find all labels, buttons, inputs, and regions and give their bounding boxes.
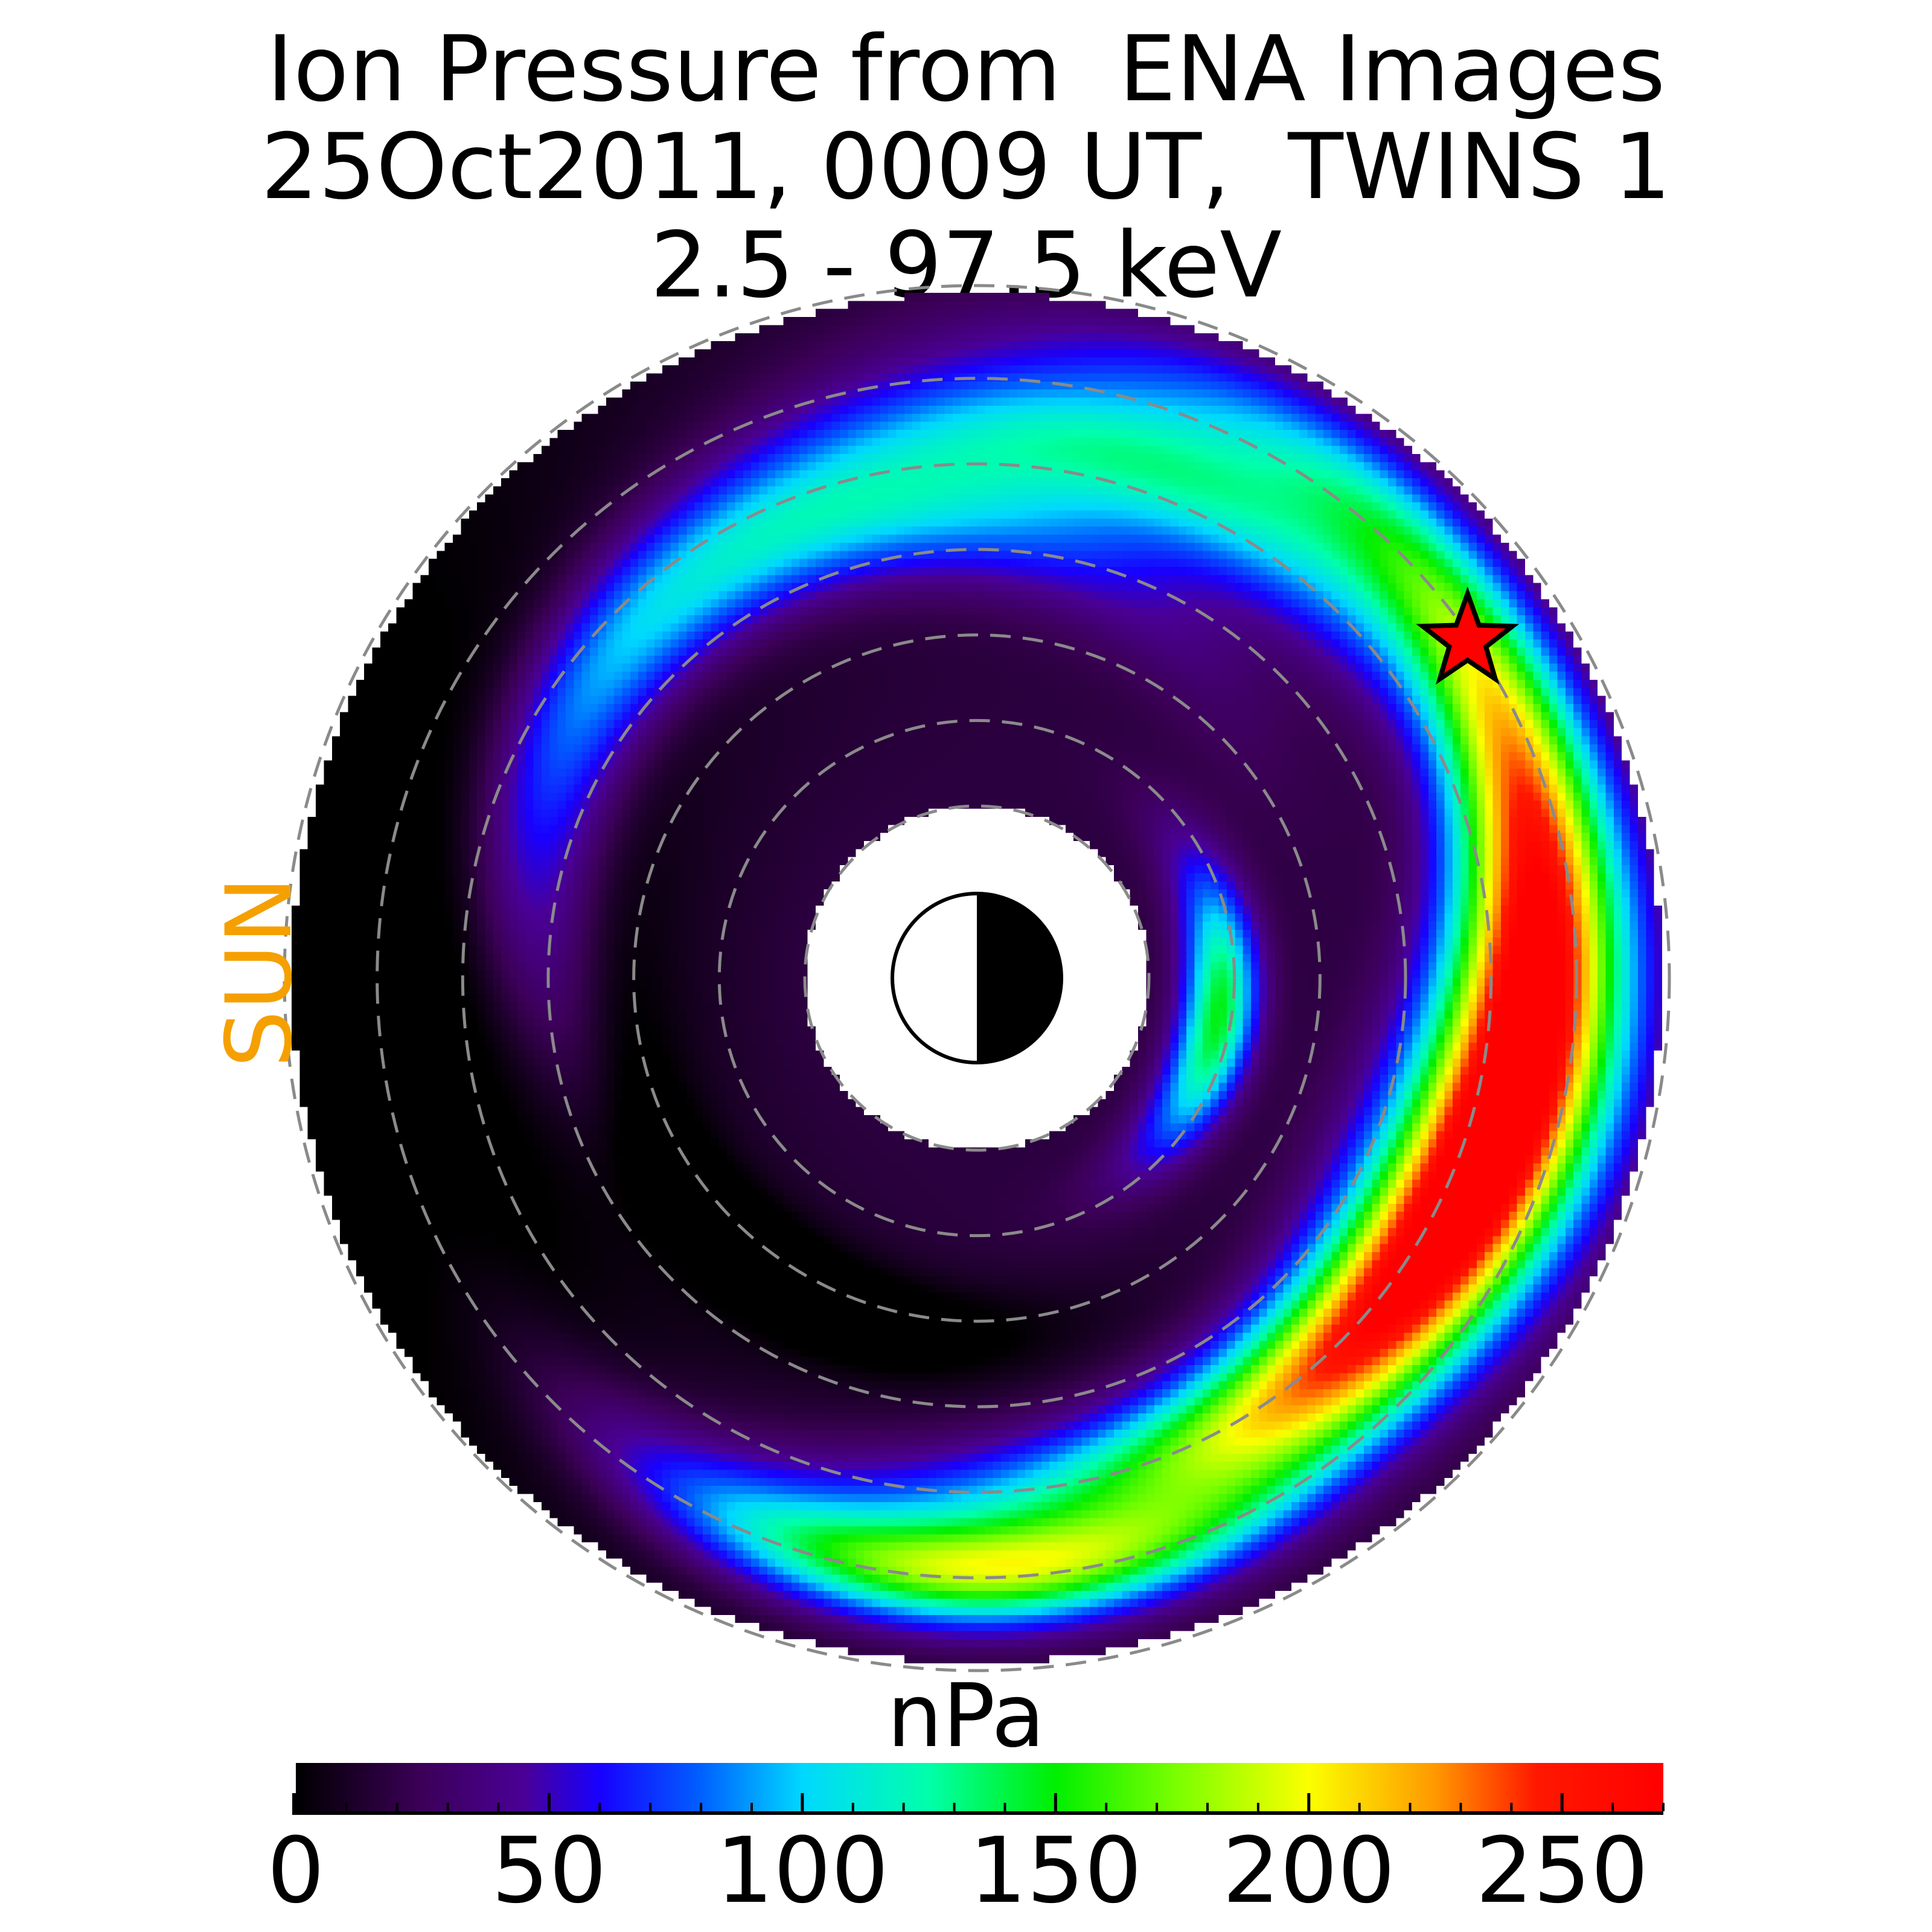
earth-outline (891, 892, 1063, 1064)
grid-circle-5re (546, 548, 1407, 1409)
star-marker-shape (1416, 586, 1520, 685)
colorbar-tick-label: 0 (267, 1818, 324, 1924)
chart-title-line-1: Ion Pressure from ENA Images (266, 17, 1666, 122)
colorbar-tick-label: 250 (1476, 1818, 1648, 1924)
star-marker (1416, 586, 1520, 685)
grid-circle-3re (717, 718, 1236, 1238)
grid-circle-6re (461, 462, 1493, 1494)
earth-icon (891, 892, 1063, 1064)
grid-circle-2re (803, 804, 1151, 1152)
colorbar-tick-label: 150 (969, 1818, 1142, 1924)
colorbar-gradient (296, 1763, 1663, 1811)
grid-circles (283, 284, 1671, 1672)
grid-circle-7re (376, 377, 1578, 1579)
chart-title-line-2: 25Oct2011, 0009 UT, TWINS 1 (261, 115, 1671, 220)
colorbar-unit-label: nPa (887, 1665, 1045, 1767)
colorbar-tick-label: 200 (1223, 1818, 1395, 1924)
sun-direction-label: SUN (207, 876, 312, 1068)
earth-night-side (977, 894, 1061, 1063)
colorbar-tick-label: 50 (491, 1818, 607, 1924)
colorbar-tick-label: 100 (716, 1818, 889, 1924)
grid-circle-8re (283, 284, 1671, 1672)
colorbar: 0 50 100 150 200 250 (267, 1763, 1665, 1924)
grid-circle-4re (632, 633, 1322, 1323)
